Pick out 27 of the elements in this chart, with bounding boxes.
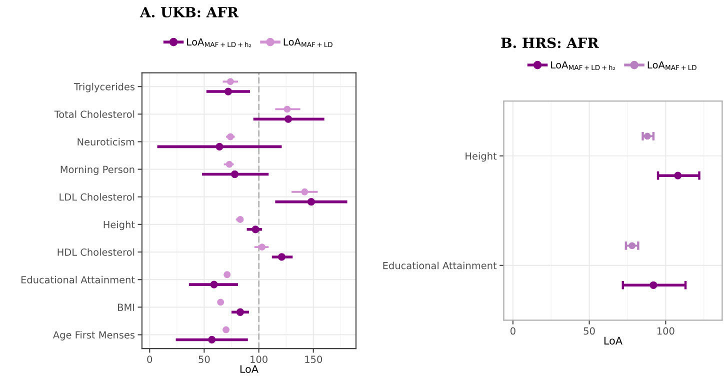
y-tick-label: Morning Person [60,166,134,175]
x-tick-label: 100 [250,356,268,363]
y-tick-label: Height [466,152,497,162]
y-tick-label: HDL Cholesterol [58,248,134,256]
legend-label: LoA$_{MAF+LD}$ [648,61,696,70]
y-tick-label: Height [104,220,135,230]
y-tick-label: Triglycerides [74,82,135,92]
y-tick-label: Educational Attainment [21,276,135,284]
legend-label: LoA$_{MAF+LD+h₂}$ [551,61,616,70]
x-tick-label: 0 [147,356,152,363]
x-axis-title: LoA [240,365,258,373]
chart-title: A. UKB: AFR [140,7,239,18]
chart-title: B. HRS: AFR [501,38,599,48]
x-tick-label: 50 [198,356,210,363]
y-tick-label: Total Cholesterol [54,110,134,118]
x-tick-label: 150 [305,356,322,363]
x-tick-label: 50 [584,327,595,335]
legend-label: LoA$_{MAF+LD+h₂}$ [187,38,252,48]
y-tick-label: Educational Attainment [383,262,497,270]
y-tick-label: Age First Menses [53,331,135,340]
legend-label: LoA$_{MAF+LD}$ [284,38,332,48]
y-tick-label: LDL Cholesterol [60,193,134,201]
x-axis-title: LoA [604,336,622,345]
x-tick-label: 100 [657,327,674,335]
x-tick-label: 0 [510,327,516,335]
y-tick-label: Neuroticism [78,138,134,146]
y-tick-label: BMI [118,304,134,311]
